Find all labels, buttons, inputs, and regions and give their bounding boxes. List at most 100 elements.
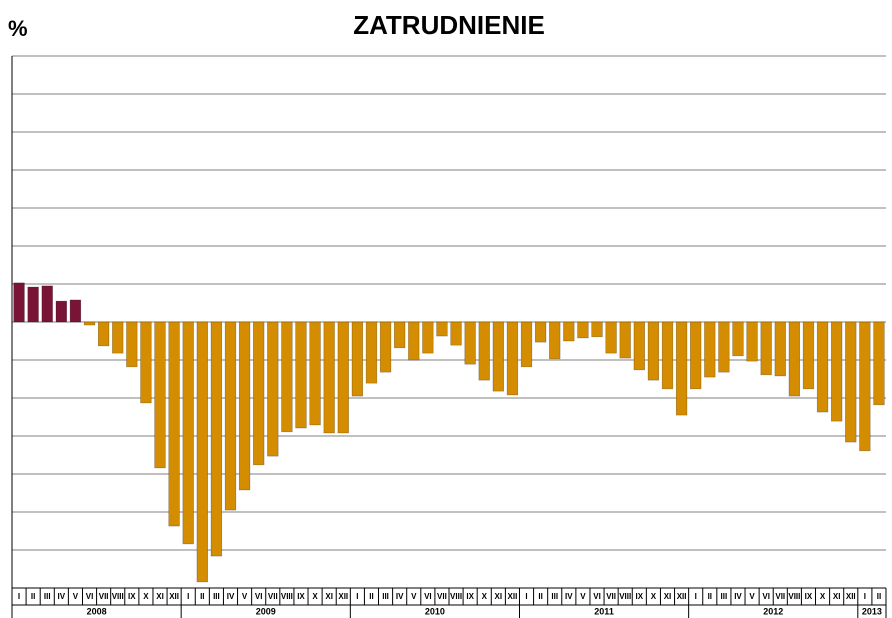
bar (788, 321, 801, 397)
x-tick-label: I (864, 592, 866, 601)
bar (224, 321, 237, 511)
bar (520, 321, 533, 368)
bar (661, 321, 674, 390)
x-tick-label: I (356, 592, 358, 601)
bar (27, 286, 39, 323)
x-tick-label: XI (495, 592, 503, 601)
bar (112, 321, 124, 354)
x-tick-label: X (482, 592, 488, 601)
x-tick-label: I (18, 592, 20, 601)
bar (41, 285, 53, 323)
x-tick-label: II (31, 592, 35, 601)
bar (831, 321, 843, 422)
bar (478, 321, 490, 381)
x-tick-label: VII (775, 592, 785, 601)
x-tick-label: IX (297, 592, 305, 601)
x-tick-label: X (651, 592, 657, 601)
x-tick-label: V (242, 592, 248, 601)
x-group-label: 2012 (763, 606, 783, 616)
bar (140, 321, 152, 404)
x-tick-label: IX (805, 592, 813, 601)
bar (253, 321, 265, 466)
x-tick-label: IV (227, 592, 235, 601)
x-tick-label: IX (128, 592, 136, 601)
x-tick-label: V (749, 592, 755, 601)
x-tick-label: II (877, 592, 881, 601)
x-tick-label: VI (424, 592, 432, 601)
x-tick-label: XI (833, 592, 841, 601)
bar (323, 321, 335, 434)
bar (182, 321, 194, 545)
bar (464, 321, 476, 365)
bar (450, 321, 462, 346)
x-tick-label: III (44, 592, 51, 601)
bar (281, 321, 293, 433)
bar (619, 321, 631, 359)
bar (309, 321, 321, 426)
x-tick-label: XI (325, 592, 333, 601)
bar (55, 300, 67, 323)
bar (154, 321, 166, 469)
bar (577, 321, 589, 339)
x-group-label: 2008 (87, 606, 107, 616)
x-group-label: 2013 (862, 606, 882, 616)
x-tick-label: VIII (450, 592, 462, 601)
bar (549, 321, 561, 360)
bar (816, 321, 829, 413)
x-tick-label: VII (606, 592, 616, 601)
x-tick-label: VII (268, 592, 278, 601)
x-tick-label: XII (677, 592, 687, 601)
x-tick-label: I (525, 592, 527, 601)
x-tick-label: III (213, 592, 220, 601)
x-tick-label: VIII (112, 592, 124, 601)
bar (845, 321, 857, 443)
x-tick-label: VI (255, 592, 263, 601)
x-tick-label: I (695, 592, 697, 601)
x-tick-label: XII (508, 592, 518, 601)
bar (732, 321, 744, 357)
x-tick-label: III (382, 592, 389, 601)
bar (337, 321, 349, 434)
x-tick-label: II (708, 592, 712, 601)
x-group-label: 2010 (425, 606, 445, 616)
bar (802, 321, 815, 390)
x-tick-label: X (312, 592, 318, 601)
x-tick-label: VIII (281, 592, 293, 601)
bar (97, 321, 110, 347)
bar (633, 321, 645, 371)
x-tick-label: I (187, 592, 189, 601)
x-tick-label: VI (593, 592, 601, 601)
bar (690, 321, 702, 390)
bar (408, 321, 420, 361)
bar (534, 321, 547, 343)
bar (196, 321, 208, 583)
bar (394, 321, 406, 349)
bar (873, 321, 885, 406)
bar (13, 282, 25, 323)
bar (506, 321, 519, 396)
bar (351, 321, 364, 397)
bar (126, 321, 138, 368)
x-tick-label: II (200, 592, 204, 601)
bar (168, 321, 180, 527)
x-tick-label: X (820, 592, 826, 601)
x-tick-label: VII (99, 592, 109, 601)
x-tick-label: XI (156, 592, 164, 601)
bar (238, 321, 251, 491)
x-tick-label: XII (846, 592, 856, 601)
bar (210, 321, 223, 557)
x-tick-label: IX (636, 592, 644, 601)
bar (591, 321, 603, 338)
x-tick-label: IV (396, 592, 404, 601)
x-tick-label: II (538, 592, 542, 601)
x-tick-label: V (411, 592, 417, 601)
bar (704, 321, 716, 378)
chart-title: ZATRUDNIENIE (353, 10, 545, 40)
x-tick-label: IV (734, 592, 742, 601)
x-group-label: 2009 (256, 606, 276, 616)
x-tick-label: XI (664, 592, 672, 601)
bar (365, 321, 378, 384)
y-axis-label: % (8, 16, 28, 41)
bar (422, 321, 434, 354)
bar (436, 321, 448, 337)
